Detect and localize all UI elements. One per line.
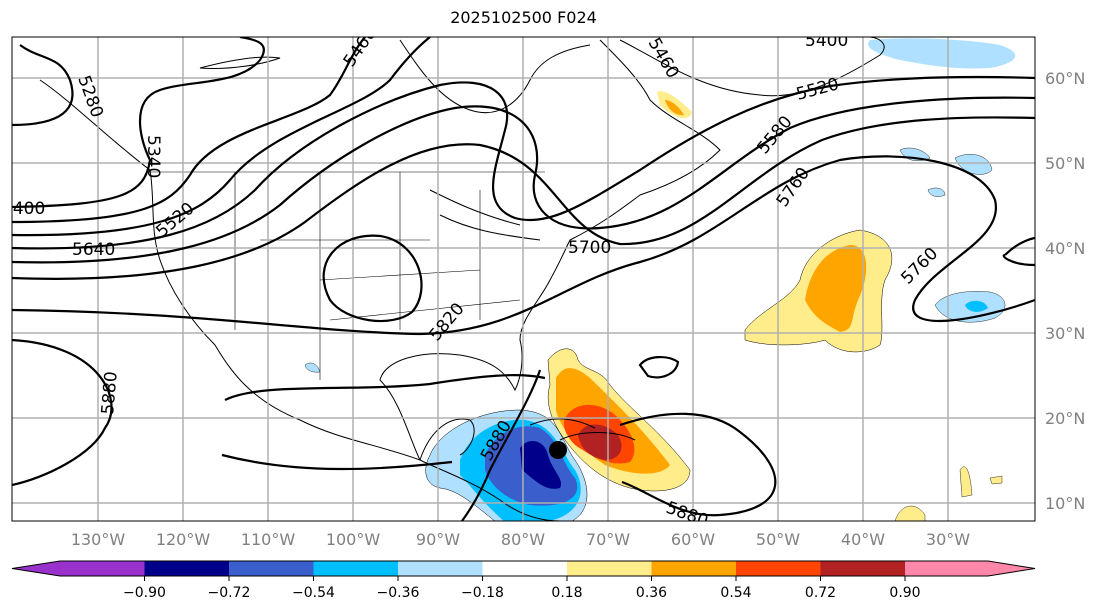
colorbar-segment (144, 561, 230, 576)
lat-label: 30°N (1045, 324, 1085, 343)
storm-center-marker (549, 441, 567, 459)
greenland-anomaly-light (868, 38, 1016, 69)
lon-label: 110°W (241, 530, 296, 549)
lon-label: 70°W (586, 530, 630, 549)
lon-label: 50°W (756, 530, 800, 549)
colorbar-tick-label: −0.36 (377, 585, 420, 601)
lat-label: 20°N (1045, 409, 1085, 428)
colorbar-tick-label: 0.18 (551, 585, 582, 601)
colorbar-segment (567, 561, 652, 576)
colorbar-tick-label: 0.90 (889, 585, 920, 601)
colorbar-segment (736, 561, 821, 576)
colorbar-tick-label: 0.36 (636, 585, 667, 601)
lat-label: 10°N (1045, 494, 1085, 513)
lon-label: 60°W (671, 530, 715, 549)
colorbar-tick-label: 0.54 (720, 585, 751, 601)
lon-label: 40°W (841, 530, 885, 549)
contour-label: 5340 (143, 135, 163, 178)
colorbar-tick-label: −0.90 (123, 585, 166, 601)
colorbar-extend-min (12, 561, 145, 576)
map-area: 5280 5340 5400 5460 5520 5640 5400 5460 … (2, 31, 1035, 521)
lat-label: 50°N (1045, 154, 1085, 173)
colorbar-segment (482, 561, 568, 576)
colorbar-segment (820, 561, 906, 576)
contour-label: 5400 (2, 199, 45, 219)
lon-label: 30°W (926, 530, 970, 549)
lon-label: 90°W (416, 530, 460, 549)
colorbar-segment (398, 561, 483, 576)
map-title: 2025102500 F024 (450, 8, 597, 27)
colorbar-segment (651, 561, 737, 576)
colorbar-tick-label: 0.72 (805, 585, 836, 601)
contour-label: 5400 (805, 31, 848, 51)
lat-label: 60°N (1045, 69, 1085, 88)
state-borders (150, 171, 545, 380)
colorbar: −0.90 −0.72 −0.54 −0.36 −0.18 0.18 0.36 0.54 0.7… (11, 560, 1036, 601)
colorbar-segment (229, 561, 314, 576)
anomaly-shading (304, 38, 1016, 521)
lon-label: 80°W (501, 530, 545, 549)
negative-anomaly-navy (520, 440, 562, 489)
contour-label: 5700 (568, 238, 611, 258)
lon-label: 130°W (71, 530, 126, 549)
colorbar-outline (11, 560, 1036, 577)
longitude-labels: 130°W 120°W 110°W 100°W 90°W 80°W 70°W 6… (71, 530, 970, 549)
atlantic-anomaly-orange (805, 245, 867, 332)
colorbar-tick-label: −0.18 (461, 585, 504, 601)
lon-label: 100°W (326, 530, 381, 549)
height-contours (12, 37, 1035, 521)
latitude-labels: 60°N 50°N 40°N 30°N 20°N 10°N (1045, 69, 1085, 513)
map-frame (11, 36, 1036, 522)
colorbar-extend-max (905, 561, 1035, 576)
contour-label: 5880 (98, 371, 122, 416)
contour-label: 5640 (72, 240, 115, 260)
lon-label: 120°W (156, 530, 211, 549)
lat-label: 40°N (1045, 239, 1085, 258)
colorbar-tick-label: −0.72 (208, 585, 251, 601)
colorbar-segment (313, 561, 399, 576)
colorbar-tick-label: −0.54 (292, 585, 335, 601)
